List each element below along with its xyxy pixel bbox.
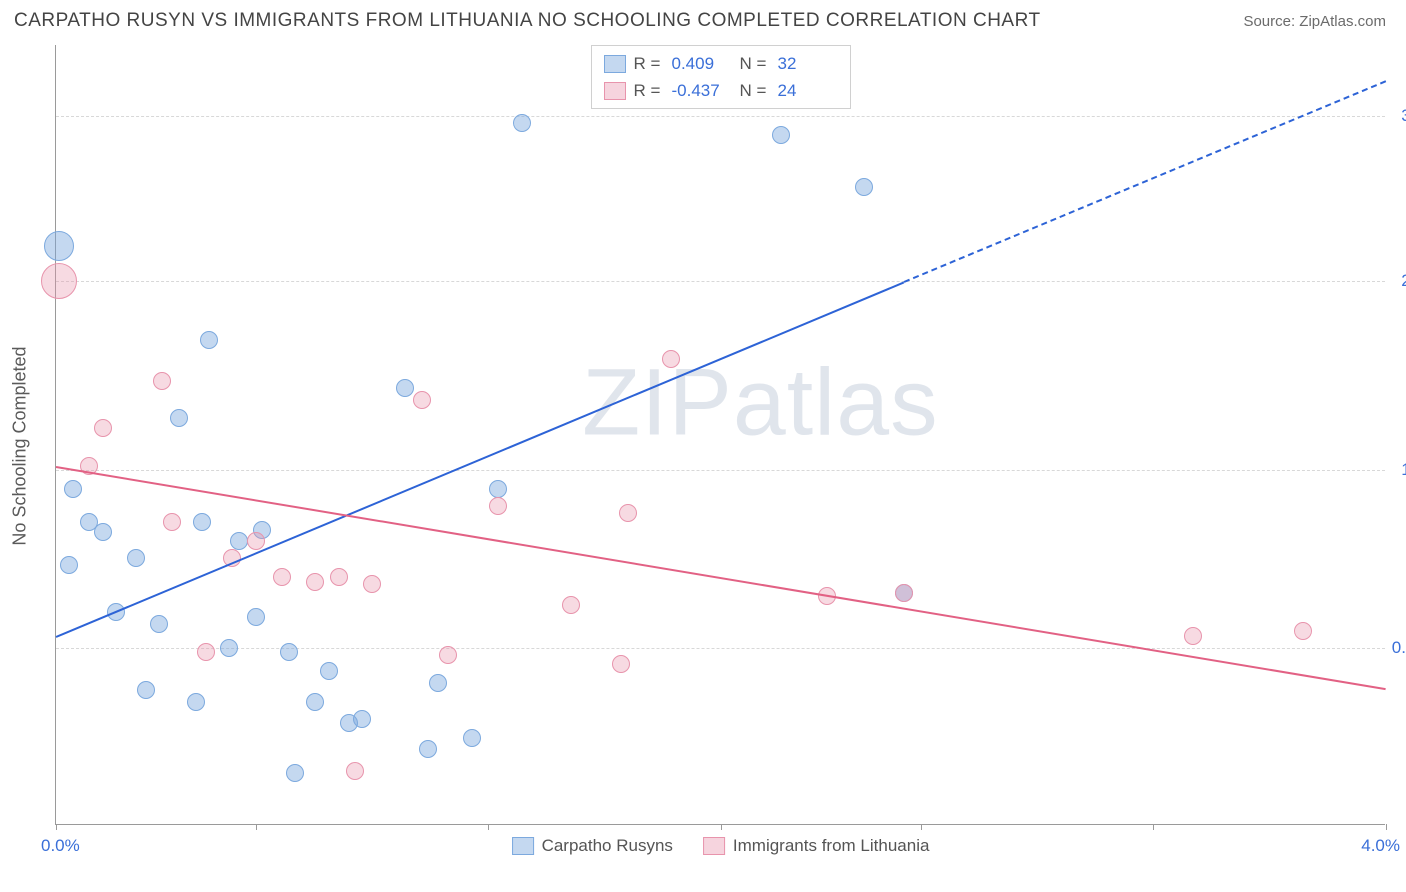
- data-point: [150, 615, 168, 633]
- data-point: [772, 126, 790, 144]
- r-value-pink: -0.437: [672, 77, 732, 104]
- data-point: [463, 729, 481, 747]
- data-point: [187, 693, 205, 711]
- gridline: [56, 281, 1385, 282]
- x-tick: [488, 824, 489, 830]
- data-point: [1184, 627, 1202, 645]
- data-point: [64, 480, 82, 498]
- x-tick: [256, 824, 257, 830]
- data-point: [41, 263, 77, 299]
- data-point: [489, 497, 507, 515]
- r-label: R =: [634, 50, 664, 77]
- data-point: [489, 480, 507, 498]
- data-point: [396, 379, 414, 397]
- data-point: [1294, 622, 1312, 640]
- data-point: [413, 391, 431, 409]
- data-point: [44, 231, 74, 261]
- data-point: [562, 596, 580, 614]
- scatter-chart: ZIPatlas 0.0% 4.0% R = 0.409 N = 32 R = …: [55, 45, 1385, 825]
- n-label: N =: [740, 77, 770, 104]
- y-tick-label: 3.0%: [1401, 106, 1406, 126]
- data-point: [306, 573, 324, 591]
- data-point: [619, 504, 637, 522]
- series-legend: Carpatho Rusyns Immigrants from Lithuani…: [512, 836, 930, 856]
- data-point: [280, 643, 298, 661]
- x-tick: [721, 824, 722, 830]
- data-point: [662, 350, 680, 368]
- r-value-blue: 0.409: [672, 50, 732, 77]
- legend-row-pink: R = -0.437 N = 24: [604, 77, 838, 104]
- data-point: [94, 523, 112, 541]
- data-point: [363, 575, 381, 593]
- data-point: [163, 513, 181, 531]
- chart-title: CARPATHO RUSYN VS IMMIGRANTS FROM LITHUA…: [14, 10, 1041, 32]
- y-tick-label: 2.3%: [1401, 271, 1406, 291]
- gridline: [56, 116, 1385, 117]
- data-point: [513, 114, 531, 132]
- y-tick-label: 1.5%: [1401, 460, 1406, 480]
- data-point: [230, 532, 248, 550]
- x-tick: [1153, 824, 1154, 830]
- source-label: Source: ZipAtlas.com: [1243, 13, 1386, 30]
- swatch-blue-icon: [604, 55, 626, 73]
- swatch-pink-icon: [604, 82, 626, 100]
- data-point: [353, 710, 371, 728]
- data-point: [247, 532, 265, 550]
- data-point: [127, 549, 145, 567]
- x-axis-min-label: 0.0%: [41, 836, 80, 856]
- data-point: [306, 693, 324, 711]
- data-point: [419, 740, 437, 758]
- y-axis-label: No Schooling Completed: [10, 346, 31, 545]
- data-point: [60, 556, 78, 574]
- x-tick: [921, 824, 922, 830]
- watermark: ZIPatlas: [582, 349, 938, 458]
- data-point: [612, 655, 630, 673]
- r-label: R =: [634, 77, 664, 104]
- data-point: [330, 568, 348, 586]
- data-point: [855, 178, 873, 196]
- n-value-blue: 32: [778, 50, 838, 77]
- data-point: [220, 639, 238, 657]
- series-name-pink: Immigrants from Lithuania: [733, 836, 930, 856]
- data-point: [94, 419, 112, 437]
- trend-line: [903, 81, 1386, 284]
- data-point: [439, 646, 457, 664]
- y-tick-label: 0.75%: [1392, 638, 1406, 658]
- x-axis-max-label: 4.0%: [1361, 836, 1400, 856]
- data-point: [895, 584, 913, 602]
- data-point: [286, 764, 304, 782]
- data-point: [153, 372, 171, 390]
- series-name-blue: Carpatho Rusyns: [542, 836, 673, 856]
- data-point: [197, 643, 215, 661]
- swatch-blue-icon: [512, 837, 534, 855]
- data-point: [193, 513, 211, 531]
- data-point: [429, 674, 447, 692]
- data-point: [273, 568, 291, 586]
- n-value-pink: 24: [778, 77, 838, 104]
- data-point: [247, 608, 265, 626]
- data-point: [170, 409, 188, 427]
- gridline: [56, 648, 1385, 649]
- trend-line: [56, 466, 1386, 690]
- trend-line: [56, 281, 905, 637]
- swatch-pink-icon: [703, 837, 725, 855]
- x-tick: [56, 824, 57, 830]
- data-point: [346, 762, 364, 780]
- n-label: N =: [740, 50, 770, 77]
- correlation-legend: R = 0.409 N = 32 R = -0.437 N = 24: [591, 45, 851, 109]
- x-tick: [1386, 824, 1387, 830]
- data-point: [320, 662, 338, 680]
- data-point: [137, 681, 155, 699]
- legend-item-pink: Immigrants from Lithuania: [703, 836, 930, 856]
- legend-item-blue: Carpatho Rusyns: [512, 836, 673, 856]
- data-point: [200, 331, 218, 349]
- gridline: [56, 470, 1385, 471]
- legend-row-blue: R = 0.409 N = 32: [604, 50, 838, 77]
- chart-header: CARPATHO RUSYN VS IMMIGRANTS FROM LITHUA…: [0, 0, 1406, 37]
